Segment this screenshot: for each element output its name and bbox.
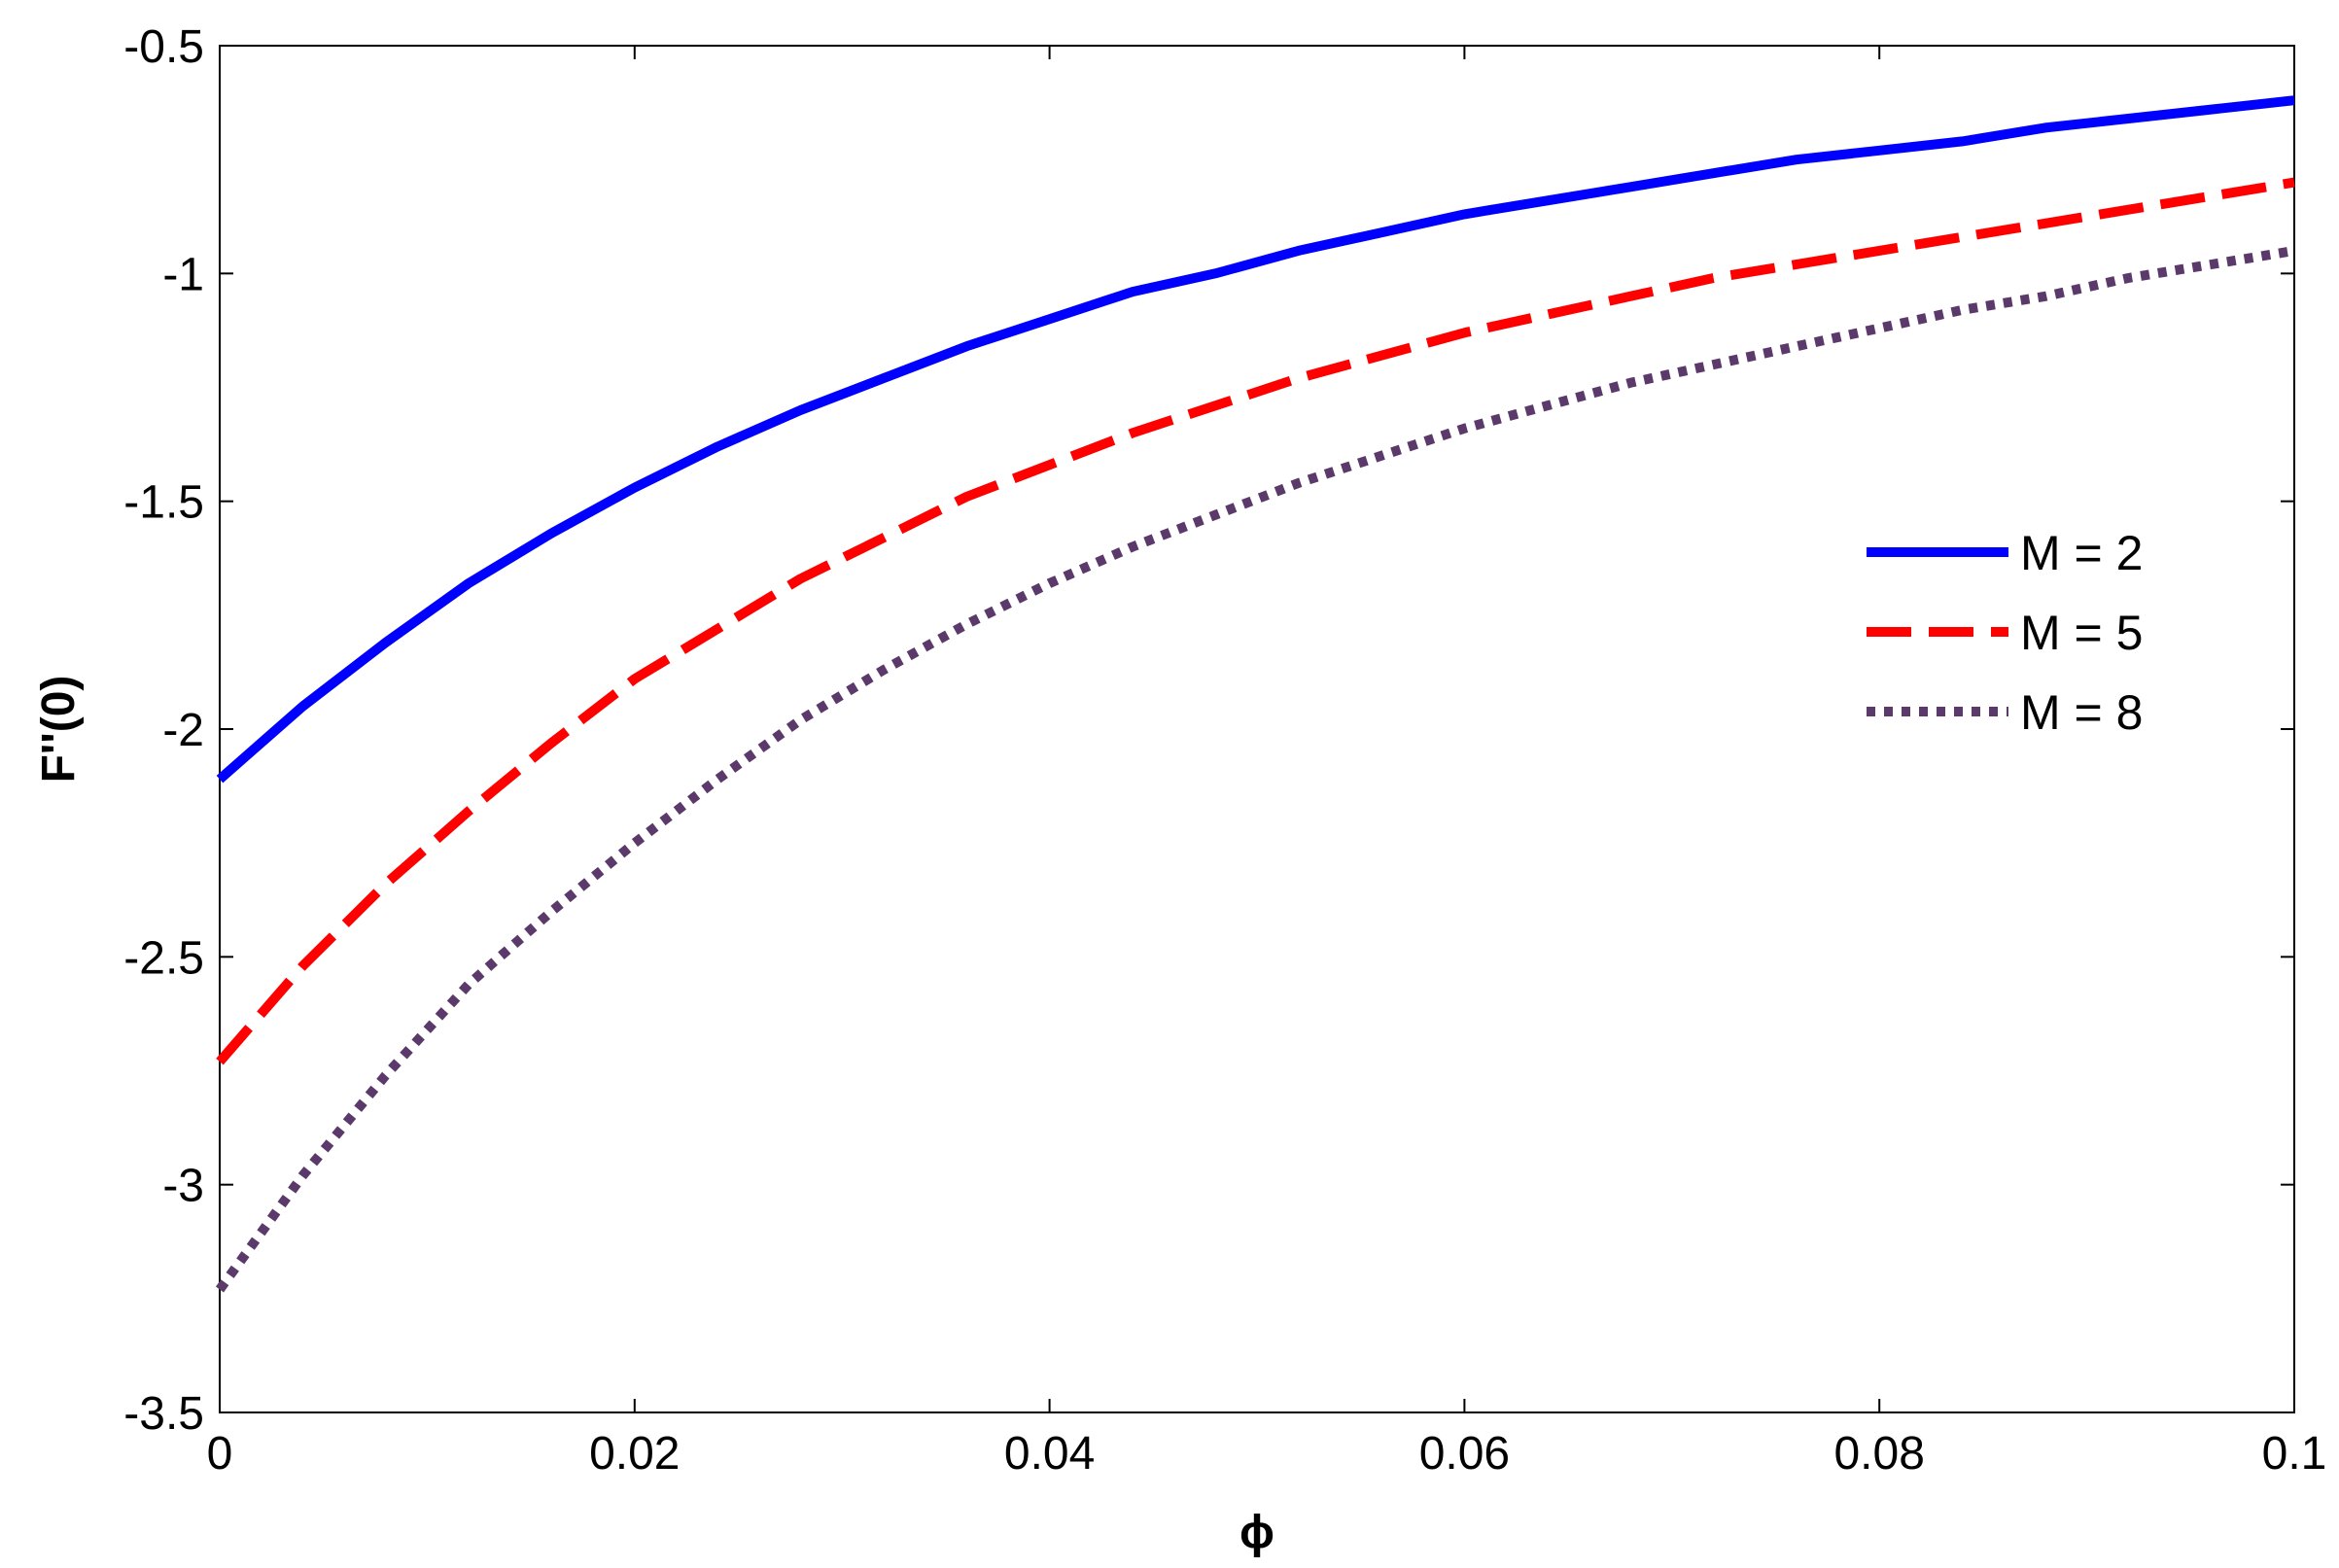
x-tick-label: 0.04 (1004, 1428, 1095, 1480)
y-axis-title: F''(0) (33, 676, 85, 784)
x-tick-label: 0 (207, 1428, 233, 1480)
legend: M = 2 M = 5 M = 8 (1867, 526, 2143, 740)
legend-label-2: M = 5 (2020, 606, 2143, 660)
series-group (215, 95, 2295, 1293)
y-tick-label: -3 (162, 1161, 204, 1212)
tick-labels: 0 0.02 0.04 0.06 0.08 0.1 -0.5 -1 -1.5 -2 -2.5 -3 -3… (123, 21, 2326, 1480)
plot-area (219, 45, 2295, 1413)
y-tick-label: -1 (162, 249, 204, 300)
y-tick-label: -1.5 (123, 477, 204, 529)
y-tick-label: -0.5 (123, 21, 204, 73)
x-tick-label: 0.08 (1833, 1428, 1924, 1480)
x-axis-title: ϕ (1239, 1507, 1274, 1558)
axis-ticks (219, 45, 2295, 1413)
series-line-2 (216, 177, 2295, 1065)
legend-label-3: M = 8 (2020, 685, 2143, 740)
y-tick-label: -3.5 (123, 1388, 204, 1440)
x-tick-label: 0.02 (589, 1428, 680, 1480)
y-tick-label: -2.5 (123, 932, 204, 984)
legend-label-1: M = 2 (2020, 526, 2143, 580)
x-tick-label: 0.06 (1419, 1428, 1510, 1480)
y-tick-label: -2 (162, 705, 204, 756)
series-line-1 (216, 95, 2295, 784)
x-tick-label: 0.1 (2262, 1428, 2327, 1480)
